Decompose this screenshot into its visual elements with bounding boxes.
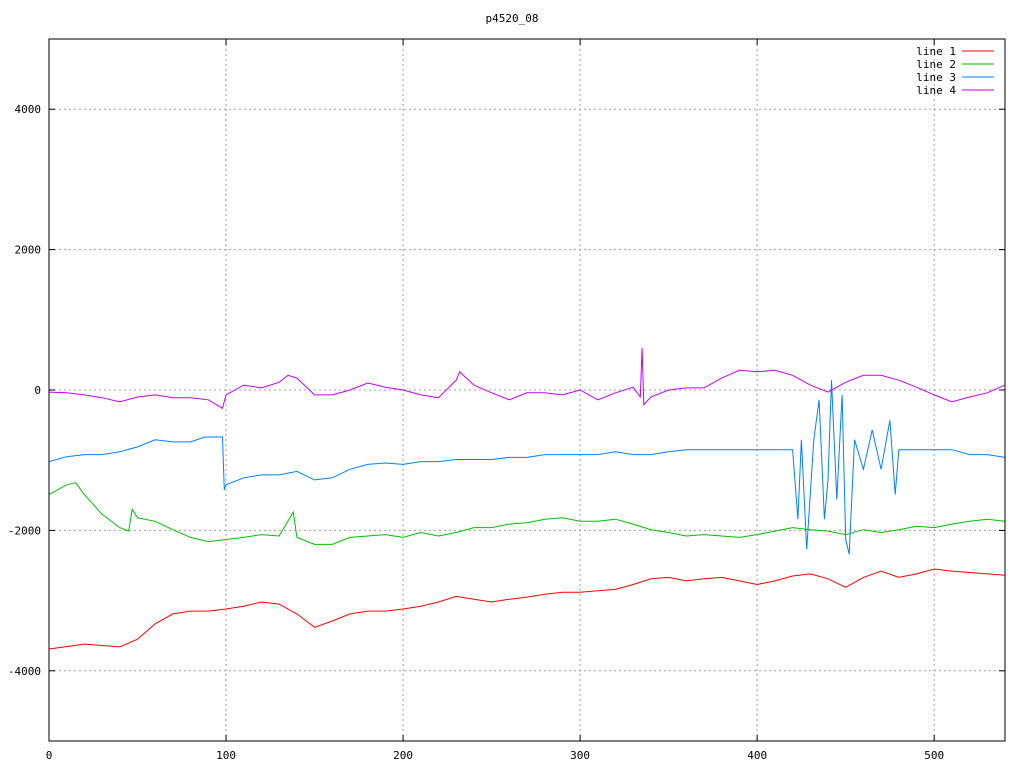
legend-label: line 1 <box>916 45 956 58</box>
plot-frame <box>48 38 1006 742</box>
chart-title: p4520_08 <box>486 12 539 25</box>
series-line-2 <box>48 482 1006 545</box>
y-tick-label: 0 <box>34 384 41 397</box>
x-tick-label: 400 <box>747 749 767 762</box>
y-tick-label: -2000 <box>8 524 41 537</box>
axis-ticks: 0 100 200 300 400 500 -4000 -2000 0 2000 4000 <box>8 39 1005 762</box>
x-tick-label: 500 <box>924 749 944 762</box>
legend-label: line 3 <box>916 71 956 84</box>
y-tick-label: -4000 <box>8 665 41 678</box>
series-lines <box>48 347 1006 650</box>
x-tick-label: 100 <box>216 749 236 762</box>
series-line-3 <box>48 380 1006 555</box>
y-tick-label: 2000 <box>15 244 42 257</box>
x-tick-label: 0 <box>46 749 53 762</box>
series-line-4 <box>48 347 1006 410</box>
legend-label: line 2 <box>916 58 956 71</box>
x-tick-label: 300 <box>570 749 590 762</box>
grid <box>49 39 1005 741</box>
x-tick-label: 200 <box>393 749 413 762</box>
y-tick-label: 4000 <box>15 103 42 116</box>
series-line-1 <box>48 568 1006 650</box>
legend-label: line 4 <box>916 84 956 97</box>
